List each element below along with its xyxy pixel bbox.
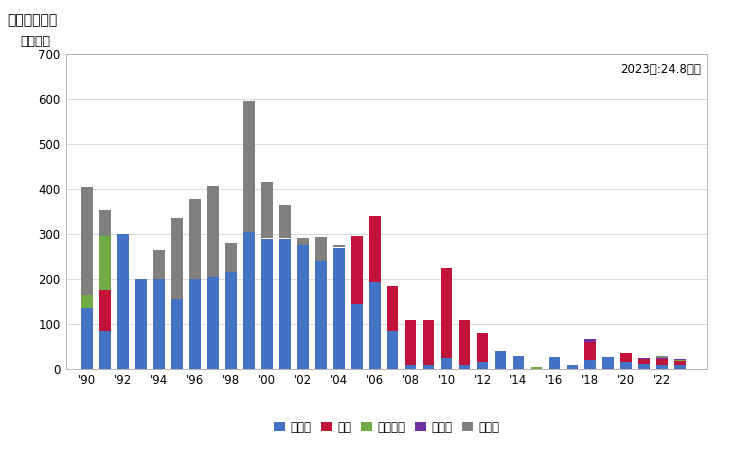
Bar bbox=[315, 261, 327, 369]
Bar bbox=[243, 101, 254, 232]
Bar bbox=[153, 250, 165, 279]
Bar bbox=[261, 238, 273, 369]
Bar bbox=[171, 218, 183, 299]
Bar bbox=[656, 356, 668, 358]
Bar bbox=[153, 279, 165, 369]
Text: 輸入量の推移: 輸入量の推移 bbox=[7, 14, 58, 27]
Bar bbox=[82, 308, 93, 369]
Bar bbox=[531, 367, 542, 369]
Bar bbox=[441, 268, 453, 358]
Bar bbox=[512, 356, 524, 369]
Bar bbox=[351, 236, 362, 304]
Bar bbox=[99, 331, 111, 369]
Bar bbox=[387, 286, 399, 331]
Bar bbox=[620, 362, 632, 369]
Bar bbox=[585, 360, 596, 369]
Bar bbox=[459, 364, 470, 369]
Bar bbox=[674, 365, 686, 369]
Bar bbox=[639, 358, 650, 359]
Bar bbox=[243, 232, 254, 369]
Bar bbox=[441, 358, 453, 369]
Bar bbox=[674, 360, 686, 361]
Bar bbox=[279, 238, 291, 369]
Bar bbox=[495, 351, 507, 369]
Bar bbox=[369, 282, 381, 369]
Bar bbox=[315, 237, 327, 261]
Bar bbox=[477, 362, 488, 369]
Bar bbox=[82, 187, 93, 295]
Bar bbox=[99, 210, 111, 236]
Bar bbox=[189, 199, 200, 279]
Bar bbox=[369, 216, 381, 282]
Bar bbox=[656, 359, 668, 364]
Bar bbox=[405, 364, 416, 369]
Bar bbox=[639, 364, 650, 369]
Bar bbox=[674, 359, 686, 360]
Bar bbox=[585, 339, 596, 342]
Bar bbox=[405, 320, 416, 365]
Bar bbox=[333, 248, 345, 369]
Bar bbox=[189, 279, 200, 369]
Bar bbox=[99, 290, 111, 331]
Bar bbox=[225, 243, 237, 272]
Bar bbox=[351, 304, 362, 369]
Bar bbox=[99, 236, 111, 290]
Bar bbox=[566, 365, 578, 369]
Bar bbox=[548, 357, 560, 369]
Bar bbox=[602, 357, 614, 369]
Text: 単位トン: 単位トン bbox=[20, 35, 51, 48]
Bar bbox=[333, 245, 345, 248]
Bar bbox=[297, 245, 308, 369]
Bar bbox=[477, 333, 488, 362]
Bar bbox=[136, 279, 147, 369]
Bar bbox=[207, 186, 219, 277]
Bar bbox=[423, 364, 434, 369]
Bar bbox=[297, 238, 308, 245]
Bar bbox=[674, 361, 686, 365]
Legend: ドイツ, 中国, イタリア, インド, その他: ドイツ, 中国, イタリア, インド, その他 bbox=[269, 416, 504, 438]
Bar bbox=[423, 320, 434, 365]
Bar bbox=[279, 205, 291, 238]
Bar bbox=[459, 320, 470, 365]
Bar bbox=[171, 299, 183, 369]
Text: 2023年:24.8トン: 2023年:24.8トン bbox=[620, 63, 701, 76]
Bar bbox=[261, 182, 273, 238]
Bar bbox=[639, 359, 650, 364]
Bar bbox=[225, 272, 237, 369]
Bar bbox=[620, 353, 632, 362]
Bar bbox=[585, 342, 596, 360]
Bar bbox=[82, 295, 93, 308]
Bar bbox=[656, 364, 668, 369]
Bar bbox=[387, 331, 399, 369]
Bar bbox=[656, 358, 668, 359]
Bar bbox=[207, 277, 219, 369]
Bar bbox=[117, 234, 129, 369]
